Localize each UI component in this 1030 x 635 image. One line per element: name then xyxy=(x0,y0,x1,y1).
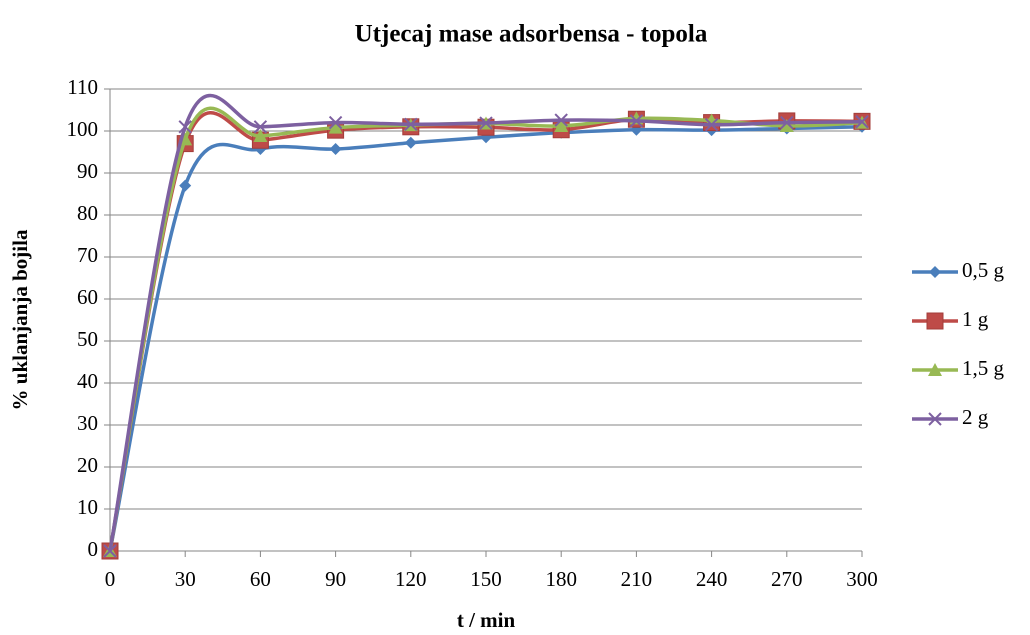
x-tick-label: 210 xyxy=(621,567,653,591)
x-tick-label: 0 xyxy=(105,567,116,591)
marker xyxy=(479,116,493,130)
x-tick-label: 30 xyxy=(175,567,196,591)
y-tick-label: 10 xyxy=(77,495,98,519)
x-tick-label: 120 xyxy=(395,567,427,591)
legend-marker xyxy=(928,412,942,426)
y-tick-label: 70 xyxy=(77,243,98,267)
y-tick-label: 20 xyxy=(77,453,98,477)
marker xyxy=(179,179,192,192)
x-tick-label: 270 xyxy=(771,567,803,591)
y-tick-label: 100 xyxy=(67,117,99,141)
x-axis-label: t / min xyxy=(457,608,516,632)
x-tick-label: 90 xyxy=(325,567,346,591)
legend-marker xyxy=(926,312,944,330)
chart-title: Utjecaj mase adsorbensa - topola xyxy=(355,21,708,48)
x-tick-label: 60 xyxy=(250,567,271,591)
marker xyxy=(630,123,643,136)
marker xyxy=(253,129,268,143)
marker xyxy=(704,117,719,132)
y-tick-label: 30 xyxy=(77,411,98,435)
marker xyxy=(253,120,268,134)
legend-marker xyxy=(929,266,941,278)
y-tick-label: 110 xyxy=(67,75,98,99)
legend-label: 0,5 g xyxy=(962,258,1005,282)
marker xyxy=(629,114,644,128)
marker xyxy=(855,115,869,129)
marker xyxy=(779,118,794,132)
series-line xyxy=(108,93,863,552)
y-axis-label: % uklanjanja bojila xyxy=(8,229,32,410)
y-tick-label: 60 xyxy=(77,285,98,309)
series-line xyxy=(108,125,863,552)
legend-label: 1 g xyxy=(962,307,989,331)
x-tick-label: 180 xyxy=(545,567,577,591)
marker xyxy=(554,118,569,132)
series-line xyxy=(108,111,863,552)
y-tick-label: 40 xyxy=(77,369,98,393)
marker xyxy=(780,115,794,130)
x-tick-label: 300 xyxy=(846,567,878,591)
legend-label: 2 g xyxy=(962,405,989,429)
marker xyxy=(329,143,342,156)
marker xyxy=(328,115,343,130)
y-tick-label: 0 xyxy=(88,537,99,561)
series-line xyxy=(108,106,863,552)
legend-label: 1,5 g xyxy=(962,356,1005,380)
y-tick-label: 90 xyxy=(77,159,98,183)
marker xyxy=(103,544,117,558)
marker xyxy=(404,136,417,149)
legend-marker xyxy=(928,363,942,376)
x-tick-label: 240 xyxy=(696,567,728,591)
y-tick-label: 50 xyxy=(77,327,98,351)
marker xyxy=(404,117,418,131)
marker xyxy=(178,120,192,134)
x-tick-label: 150 xyxy=(470,567,502,591)
marker xyxy=(328,120,343,134)
marker xyxy=(554,113,568,127)
y-tick-label: 80 xyxy=(77,201,98,225)
